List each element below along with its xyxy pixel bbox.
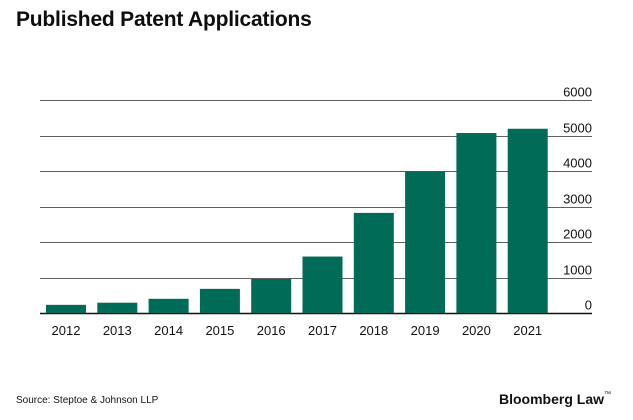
- bar-2015: [199, 288, 240, 313]
- x-tick-label: 2016: [257, 323, 286, 338]
- bar-2014: [148, 298, 189, 313]
- bar-2019: [405, 171, 446, 313]
- brand-logo: Bloomberg Law™: [498, 391, 611, 407]
- y-tick-label: 2000: [563, 227, 592, 242]
- y-tick-label: 5000: [563, 121, 592, 136]
- y-tick-label: 1000: [563, 263, 592, 278]
- y-tick-label: 0: [585, 298, 592, 313]
- x-tick-labels: 2012 2013 2014 2015 2016 2017 2018 2019 2020 2021: [52, 323, 543, 338]
- x-tick-label: 2014: [154, 323, 183, 338]
- y-tick-label: 3000: [563, 192, 592, 207]
- x-tick-label: 2017: [308, 323, 337, 338]
- bar-2017: [302, 256, 343, 313]
- y-tick-labels: 0 1000 2000 3000 4000 5000 6000: [563, 85, 592, 313]
- bar-2021: [507, 128, 548, 313]
- bar-2012: [46, 304, 86, 313]
- bar-2013: [97, 302, 138, 313]
- bar-2016: [251, 278, 292, 313]
- x-tick-label: 2012: [52, 323, 81, 338]
- bar-2018: [353, 212, 394, 313]
- bar-2020: [456, 133, 497, 313]
- source-note: Source: Steptoe & Johnson LLP: [16, 395, 159, 406]
- x-tick-label: 2020: [462, 323, 491, 338]
- x-tick-label: 2021: [513, 323, 542, 338]
- x-tick-label: 2019: [411, 323, 440, 338]
- chart-title: Published Patent Applications: [16, 8, 312, 31]
- x-tick-label: 2018: [359, 323, 388, 338]
- x-tick-label: 2013: [103, 323, 132, 338]
- y-tick-label: 6000: [563, 85, 592, 100]
- x-tick-label: 2015: [205, 323, 234, 338]
- bars: [46, 128, 548, 313]
- y-tick-label: 4000: [563, 156, 592, 171]
